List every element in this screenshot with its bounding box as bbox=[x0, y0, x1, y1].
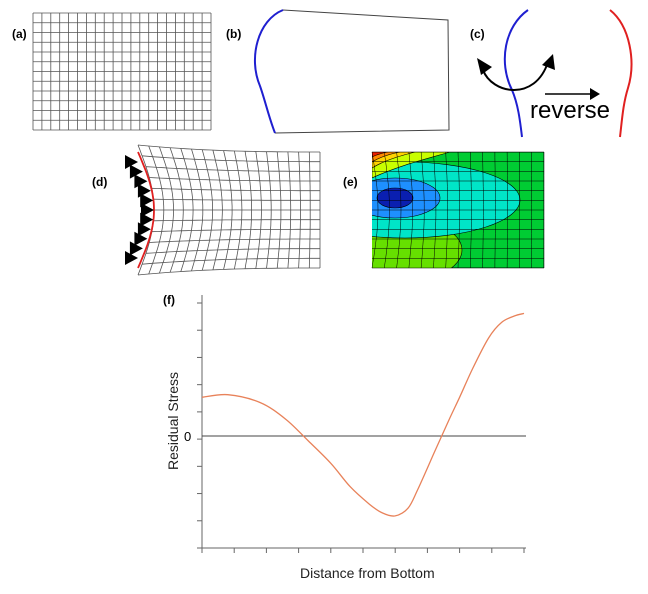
support-triangle-marker bbox=[125, 155, 138, 169]
panel-f-label: (f) bbox=[163, 293, 175, 307]
panel-a-label: (a) bbox=[12, 27, 27, 41]
reverse-arrowhead bbox=[590, 88, 600, 100]
mesh-d-horizontal-line bbox=[149, 177, 320, 182]
support-triangle-marker bbox=[134, 174, 148, 189]
support-triangle-marker bbox=[129, 164, 143, 179]
blue-profile-curve bbox=[503, 9, 529, 138]
red-profile-curve bbox=[609, 9, 633, 138]
support-triangle-marker bbox=[141, 203, 154, 217]
mesh-d-horizontal-line bbox=[145, 166, 320, 172]
x-axis-title: Distance from Bottom bbox=[300, 565, 435, 581]
reverse-label: reverse bbox=[530, 97, 610, 124]
support-triangle-marker bbox=[134, 231, 148, 246]
support-triangle-marker bbox=[140, 212, 154, 227]
x-axis-ticks bbox=[201, 548, 525, 553]
support-triangle-marker bbox=[137, 222, 151, 237]
mesh-d-horizontal-line bbox=[151, 228, 320, 233]
mesh-d-horizontal-line bbox=[142, 155, 320, 163]
support-triangle-marker bbox=[125, 251, 138, 265]
mesh-d-horizontal-line bbox=[137, 267, 320, 276]
mesh-d-horizontal-line bbox=[153, 198, 320, 201]
undeformed-mesh bbox=[32, 12, 212, 131]
blue-edge-curve bbox=[253, 9, 284, 134]
y-zero-tick-label: 0 bbox=[184, 429, 191, 444]
flip-arrowhead-right bbox=[542, 54, 555, 70]
mesh-d-horizontal-line bbox=[145, 248, 320, 254]
residual-stress-curve bbox=[201, 312, 525, 517]
mesh-d-horizontal-line bbox=[151, 187, 320, 192]
plate-outline-black bbox=[274, 9, 450, 134]
y-axis-title: Residual Stress bbox=[165, 372, 181, 470]
panel-b-label: (b) bbox=[226, 27, 241, 41]
mesh-d-horizontal-line bbox=[149, 238, 320, 243]
support-markers bbox=[125, 155, 154, 265]
panel-d-label: (d) bbox=[92, 175, 107, 189]
support-triangle-marker bbox=[140, 193, 154, 208]
panel-e-label: (e) bbox=[343, 175, 358, 189]
y-axis-ticks bbox=[197, 302, 202, 549]
reverse-diagram: reverse bbox=[477, 9, 633, 138]
support-triangle-marker bbox=[129, 241, 143, 256]
contour-mesh-overlay bbox=[371, 151, 545, 269]
mesh-d-horizontal-line bbox=[153, 219, 320, 222]
residual-stress-chart: 0 Residual Stress Distance from Bottom bbox=[165, 295, 526, 581]
mesh-d-horizontal-line bbox=[142, 257, 320, 265]
deformed-mesh bbox=[137, 144, 321, 276]
deformed-plate-outline bbox=[253, 9, 450, 134]
flip-arrowhead-left bbox=[477, 58, 492, 75]
stress-contour-plot bbox=[371, 151, 545, 269]
contour-dark-blue bbox=[376, 187, 414, 209]
flip-arrow-arc bbox=[482, 61, 549, 91]
panel-c-label: (c) bbox=[470, 27, 485, 41]
mesh-d-horizontal-line bbox=[137, 144, 320, 153]
